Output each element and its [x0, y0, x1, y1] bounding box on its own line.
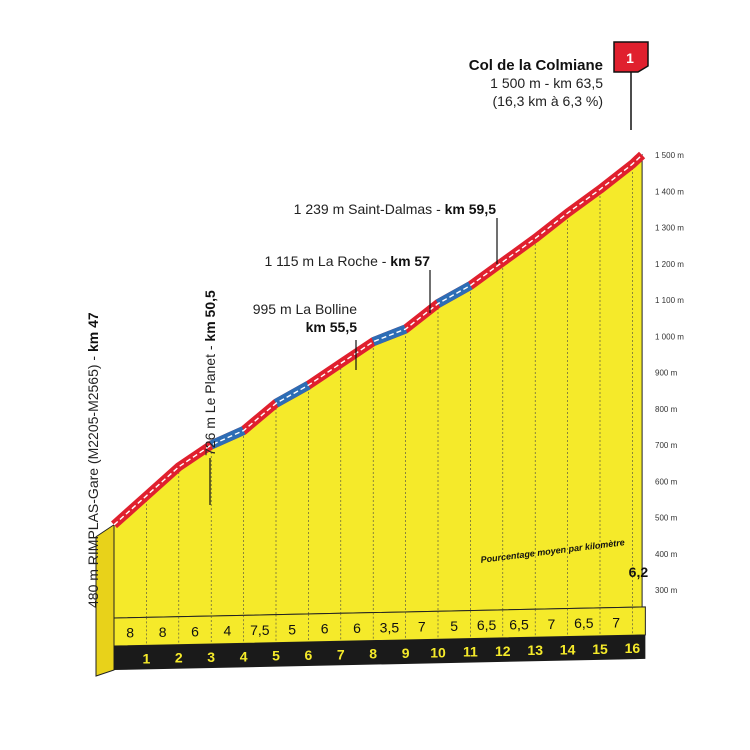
summit-length-gradient: (16,3 km à 6,3 %) [493, 93, 604, 109]
km-marker: 5 [272, 648, 280, 664]
gradient-label: 4 [224, 623, 232, 639]
label-start-rimplas: 480 m RIMPLAS-Gare (M2205-M2565) - km 47 [85, 312, 101, 608]
km-marker: 3 [207, 649, 215, 665]
km-marker: 6 [305, 647, 313, 663]
gradient-label: 6 [191, 623, 199, 639]
label-saint-dalmas: 1 239 m Saint-Dalmas - km 59,5 [294, 201, 497, 217]
km-marker: 11 [463, 644, 478, 660]
gradient-label: 8 [159, 624, 167, 640]
km-marker: 16 [625, 640, 641, 656]
gradient-label: 6,5 [509, 617, 529, 633]
altitude-tick: 1 100 m [655, 296, 684, 305]
altitude-tick: 300 m [655, 586, 678, 595]
gradient-label: 7 [548, 616, 556, 632]
gradient-label: 8 [126, 625, 134, 641]
leader-lines [209, 218, 498, 505]
km-marker: 8 [369, 646, 377, 662]
road-centre-line [113, 154, 643, 526]
label-le-planet: 726 m Le Planet - km 50,5 [202, 290, 218, 456]
km-marker: 10 [430, 644, 446, 660]
summit-flag: 1 [613, 41, 649, 130]
altitude-tick: 700 m [655, 441, 678, 450]
summit-name: Col de la Colmiane [469, 57, 603, 74]
gradient-label: 6,5 [477, 617, 497, 633]
label-la-roche: 1 115 m La Roche - km 57 [264, 253, 430, 269]
km-marker: 12 [495, 643, 511, 659]
km-marker: 7 [337, 646, 345, 662]
gradient-label: 5 [288, 621, 296, 637]
km-marker: 14 [560, 642, 576, 658]
gradient-label: 3,5 [380, 619, 400, 635]
km-marker: 9 [402, 645, 410, 661]
summit-altitude-km: 1 500 m - km 63,5 [490, 75, 603, 91]
label-la-bolline-km: km 55,5 [306, 319, 358, 335]
gradient-label: 6,2 [629, 564, 649, 580]
gradient-label: 7 [418, 619, 426, 635]
km-marker: 4 [240, 648, 248, 664]
gradient-label: 6 [353, 620, 361, 636]
gradient-label: 7 [612, 615, 620, 631]
gradient-band [113, 606, 646, 647]
altitude-tick: 1 000 m [655, 332, 684, 341]
summit-flag-label: 1 [626, 50, 634, 66]
altitude-tick: 1 200 m [655, 260, 684, 269]
km-marker: 13 [527, 642, 543, 658]
gradient-labels: 8 8 6 4 7,5 5 6 6 3,5 7 5 6,5 6,5 7 6,5 7 6,2 [126, 564, 649, 646]
label-la-bolline: 995 m La Bolline [253, 301, 358, 317]
gradient-label: 5 [450, 618, 458, 634]
altitude-tick: 800 m [655, 405, 678, 414]
altitude-tick: 500 m [655, 514, 678, 523]
km-marker: 2 [175, 650, 183, 666]
altitude-tick: 400 m [655, 550, 678, 559]
road-line [110, 151, 646, 529]
km-labels: 1 2 3 4 5 6 7 8 9 10 11 12 13 14 15 16 [143, 640, 641, 666]
km-marker: 1 [143, 650, 151, 666]
gradient-label: 6 [321, 621, 329, 637]
altitude-tick: 600 m [655, 477, 678, 486]
km-marker: 15 [592, 641, 608, 657]
km-band [114, 634, 646, 670]
altitude-tick: 1 300 m [655, 224, 684, 233]
gradient-label: 6,5 [574, 615, 594, 631]
altitude-axis: 300 m 400 m 500 m 600 m 700 m 800 m 900 m 1 000… [655, 151, 684, 595]
altitude-tick: 1 400 m [655, 187, 684, 196]
summit-info: Col de la Colmiane 1 500 m - km 63,5 (16… [469, 57, 603, 109]
gradient-label: 7,5 [250, 622, 270, 638]
altitude-tick: 1 500 m [655, 151, 684, 160]
altitude-tick: 900 m [655, 369, 678, 378]
